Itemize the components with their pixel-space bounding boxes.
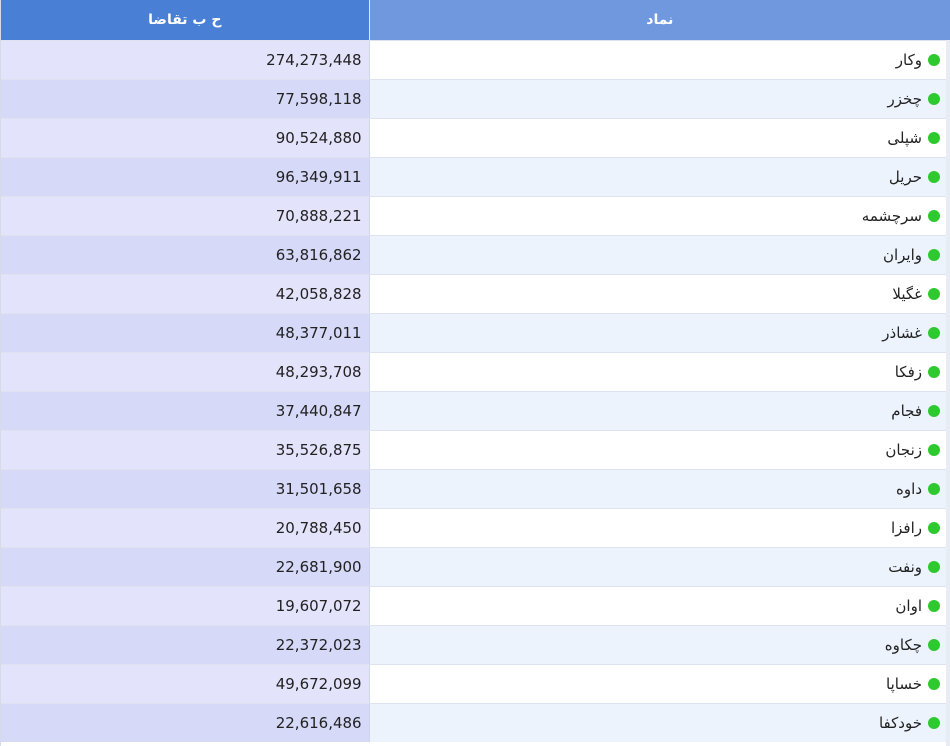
table-header: ح ب تقاضا نماد [1, 0, 950, 40]
demand-cell: 70,888,221 [1, 197, 370, 235]
demand-cell: 96,349,911 [1, 158, 370, 196]
symbol-cell[interactable]: چخزر [369, 80, 950, 118]
demand-cell: 49,672,099 [1, 665, 370, 703]
demand-column-header[interactable]: ح ب تقاضا [1, 0, 370, 40]
symbol-label[interactable]: داوه [896, 480, 922, 498]
symbol-label[interactable]: حریل [888, 168, 922, 186]
green-dot-icon [928, 444, 940, 456]
demand-cell: 35,526,875 [1, 431, 370, 469]
table-row[interactable]: 96,349,911 حریل [1, 157, 950, 196]
symbol-label[interactable]: زنجان [885, 441, 922, 459]
green-dot-icon [928, 483, 940, 495]
symbol-label[interactable]: اوان [895, 597, 922, 615]
green-dot-icon [928, 327, 940, 339]
symbol-cell[interactable]: زنجان [369, 431, 950, 469]
green-dot-icon [928, 210, 940, 222]
symbol-label[interactable]: زفکا [894, 363, 922, 381]
demand-column-header-label: ح ب تقاضا [148, 12, 222, 28]
table-row[interactable]: 90,524,880 شپلی [1, 118, 950, 157]
symbol-label[interactable]: وایران [882, 246, 922, 264]
table-row[interactable]: 274,273,448 وکار [1, 40, 950, 79]
demand-cell: 22,616,486 [1, 704, 370, 742]
green-dot-icon [928, 600, 940, 612]
symbol-column-header[interactable]: نماد [369, 0, 950, 40]
table-row[interactable]: 48,377,011 غشاذر [1, 313, 950, 352]
table-row[interactable]: 42,058,828 غگیلا [1, 274, 950, 313]
green-dot-icon [928, 522, 940, 534]
symbol-label[interactable]: فجام [891, 402, 922, 420]
symbol-label[interactable]: شپلی [887, 129, 922, 147]
scrollbar-track[interactable] [946, 40, 950, 746]
symbol-label[interactable]: چخزر [887, 90, 922, 108]
symbol-cell[interactable]: غگیلا [369, 275, 950, 313]
demand-cell: 20,788,450 [1, 509, 370, 547]
demand-cell: 48,377,011 [1, 314, 370, 352]
symbol-cell[interactable]: سرچشمه [369, 197, 950, 235]
green-dot-icon [928, 405, 940, 417]
demand-cell: 22,681,900 [1, 548, 370, 586]
green-dot-icon [928, 288, 940, 300]
symbol-label[interactable]: غگیلا [892, 285, 922, 303]
green-dot-icon [928, 93, 940, 105]
symbol-cell[interactable]: داوه [369, 470, 950, 508]
symbol-column-header-label: نماد [646, 12, 674, 28]
table-row[interactable]: 19,607,072 اوان [1, 586, 950, 625]
table-row[interactable]: 70,888,221 سرچشمه [1, 196, 950, 235]
green-dot-icon [928, 366, 940, 378]
table-body: 274,273,448 وکار 77,598,118 چخزر 90,524,880 ش… [1, 40, 950, 742]
green-dot-icon [928, 639, 940, 651]
demand-cell: 77,598,118 [1, 80, 370, 118]
table-row[interactable]: 48,293,708 زفکا [1, 352, 950, 391]
table-row[interactable]: 37,440,847 فجام [1, 391, 950, 430]
table-row[interactable]: 77,598,118 چخزر [1, 79, 950, 118]
demand-cell: 274,273,448 [1, 41, 370, 79]
symbol-cell[interactable]: حریل [369, 158, 950, 196]
green-dot-icon [928, 717, 940, 729]
demand-cell: 31,501,658 [1, 470, 370, 508]
table-row[interactable]: 22,681,900 ونفت [1, 547, 950, 586]
symbol-label[interactable]: خودکفا [878, 714, 922, 732]
symbol-label[interactable]: خساپا [886, 675, 922, 693]
green-dot-icon [928, 678, 940, 690]
demand-cell: 22,372,023 [1, 626, 370, 664]
demand-cell: 90,524,880 [1, 119, 370, 157]
symbol-cell[interactable]: زفکا [369, 353, 950, 391]
green-dot-icon [928, 171, 940, 183]
symbol-label[interactable]: چکاوه [884, 636, 922, 654]
symbol-cell[interactable]: خودکفا [369, 704, 950, 742]
table-row[interactable]: 35,526,875 زنجان [1, 430, 950, 469]
symbol-label[interactable]: رافزا [890, 519, 922, 537]
table-row[interactable]: 20,788,450 رافزا [1, 508, 950, 547]
table-row[interactable]: 22,372,023 چکاوه [1, 625, 950, 664]
table-row[interactable]: 31,501,658 داوه [1, 469, 950, 508]
demand-cell: 42,058,828 [1, 275, 370, 313]
table-row[interactable]: 63,816,862 وایران [1, 235, 950, 274]
symbol-cell[interactable]: رافزا [369, 509, 950, 547]
symbol-label[interactable]: غشاذر [882, 324, 922, 342]
symbol-cell[interactable]: شپلی [369, 119, 950, 157]
symbol-cell[interactable]: وکار [369, 41, 950, 79]
symbol-label[interactable]: وکار [895, 51, 922, 69]
symbol-cell[interactable]: خساپا [369, 665, 950, 703]
symbol-cell[interactable]: وایران [369, 236, 950, 274]
table-row[interactable]: 49,672,099 خساپا [1, 664, 950, 703]
symbol-cell[interactable]: ونفت [369, 548, 950, 586]
demand-cell: 48,293,708 [1, 353, 370, 391]
demand-cell: 37,440,847 [1, 392, 370, 430]
symbol-label[interactable]: ونفت [888, 558, 922, 576]
symbol-cell[interactable]: اوان [369, 587, 950, 625]
symbol-cell[interactable]: غشاذر [369, 314, 950, 352]
green-dot-icon [928, 132, 940, 144]
symbol-cell[interactable]: فجام [369, 392, 950, 430]
symbol-cell[interactable]: چکاوه [369, 626, 950, 664]
table-row[interactable]: 22,616,486 خودکفا [1, 703, 950, 742]
green-dot-icon [928, 249, 940, 261]
symbol-label[interactable]: سرچشمه [861, 207, 922, 225]
green-dot-icon [928, 54, 940, 66]
green-dot-icon [928, 561, 940, 573]
demand-cell: 19,607,072 [1, 587, 370, 625]
demand-cell: 63,816,862 [1, 236, 370, 274]
